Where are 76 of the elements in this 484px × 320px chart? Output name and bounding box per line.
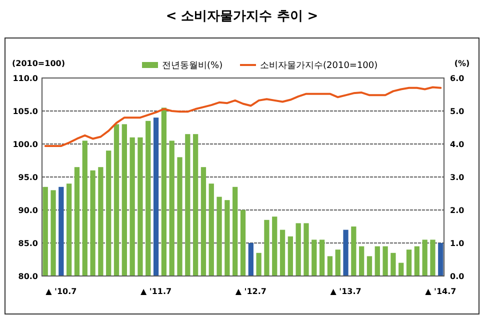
bar (240, 210, 246, 276)
bar (82, 140, 88, 276)
bar (192, 134, 198, 276)
bar (90, 170, 96, 276)
y2-tick-label: 5.0 (450, 107, 465, 116)
bar (161, 108, 167, 276)
y2-axis-title: (%) (454, 59, 470, 68)
bar (438, 243, 444, 276)
bar (288, 236, 294, 276)
y-tick-label: 100.0 (12, 140, 38, 149)
bar (216, 196, 222, 276)
bar (398, 262, 404, 276)
bar (280, 230, 286, 276)
x-tick-label: ▲ '10.7 (46, 287, 77, 296)
bar (327, 256, 333, 276)
y-tick-label: 110.0 (12, 74, 38, 83)
bar (185, 134, 190, 276)
legend-label: 전년동월비(%) (162, 61, 223, 71)
x-tick-label: ▲ '13.7 (330, 287, 362, 296)
bar (42, 186, 48, 276)
y2-tick-label: 4.0 (450, 140, 465, 149)
y2-tick-label: 3.0 (450, 173, 465, 182)
bar (319, 240, 325, 276)
bar (106, 150, 112, 276)
y-tick-label: 105.0 (12, 107, 38, 116)
bar (406, 250, 412, 276)
bar (66, 184, 72, 276)
y-axis-title: (2010=100) (12, 59, 65, 68)
bar (374, 246, 380, 276)
x-tick-label: ▲ '12.7 (235, 287, 266, 296)
y-tick-label: 80.0 (18, 272, 38, 281)
bar (256, 252, 262, 276)
bar (264, 220, 270, 276)
bar (248, 243, 254, 276)
y-tick-label: 95.0 (18, 173, 38, 182)
bar (414, 246, 420, 276)
bar (122, 124, 127, 276)
bar (146, 120, 151, 276)
x-tick-label: ▲ '14.7 (425, 287, 456, 296)
bar (343, 230, 348, 276)
bar (114, 124, 120, 276)
y2-tick-label: 1.0 (450, 239, 465, 248)
x-tick-label: ▲ '11.7 (140, 287, 172, 296)
legend-label: 소비자물가지수(2010=100) (260, 61, 378, 71)
bar (138, 137, 143, 276)
bar (382, 246, 388, 276)
bar (58, 186, 64, 276)
bar (335, 250, 340, 276)
bar (351, 226, 356, 276)
bar (359, 246, 364, 276)
bar (304, 223, 309, 276)
bar (430, 240, 436, 276)
bar (232, 186, 238, 276)
bar (312, 240, 317, 276)
y-tick-label: 85.0 (18, 239, 38, 248)
bar (296, 223, 301, 276)
y2-tick-label: 6.0 (450, 74, 465, 83)
bar (422, 240, 428, 276)
y-tick-label: 90.0 (18, 206, 38, 215)
bar (177, 157, 182, 276)
y2-tick-label: 0.0 (450, 272, 465, 281)
bar (390, 252, 396, 276)
bar (200, 167, 206, 276)
bar (130, 137, 135, 276)
bar (272, 216, 278, 276)
bar (98, 167, 104, 276)
bar (153, 118, 159, 276)
chart-title: < 소비자물가지수 추이 > (166, 9, 318, 24)
bar (224, 200, 230, 276)
bar (208, 184, 214, 276)
line-series (44, 86, 442, 147)
bar (50, 190, 56, 276)
bar (74, 167, 80, 276)
y2-tick-label: 2.0 (450, 206, 465, 215)
bar (169, 140, 174, 276)
bar (366, 256, 372, 276)
